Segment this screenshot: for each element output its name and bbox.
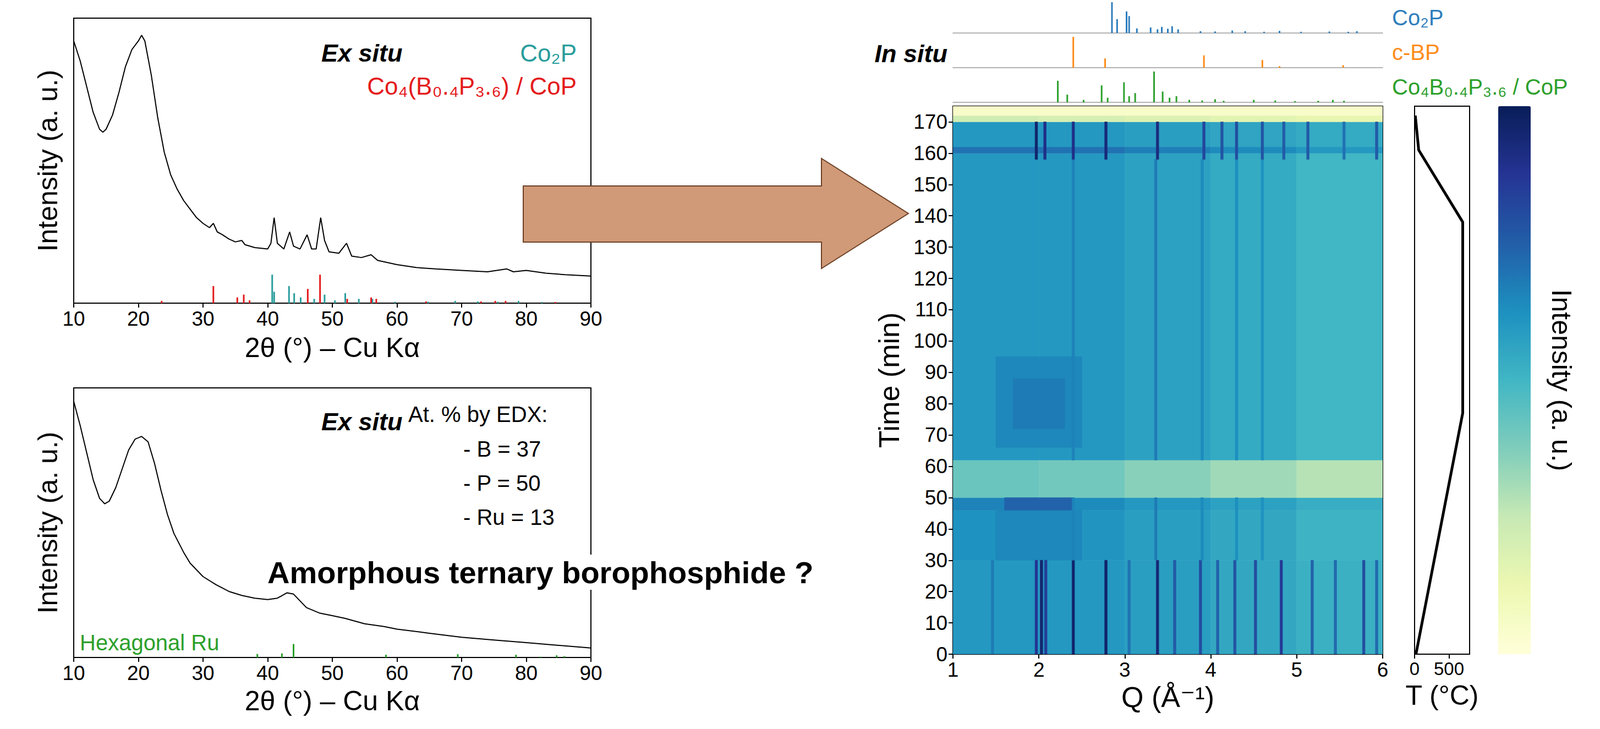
svg-text:80: 80 bbox=[514, 661, 538, 685]
svg-text:160: 160 bbox=[913, 141, 948, 165]
svg-text:Hexagonal Ru: Hexagonal Ru bbox=[79, 630, 220, 655]
svg-text:50: 50 bbox=[924, 486, 948, 509]
svg-text:110: 110 bbox=[914, 298, 948, 321]
svg-text:Intensity (a. u.): Intensity (a. u.) bbox=[32, 431, 64, 615]
svg-text:0: 0 bbox=[1409, 658, 1420, 679]
svg-text:Co₄B₀.₄P₃.₆ / CoP: Co₄B₀.₄P₃.₆ / CoP bbox=[1392, 74, 1569, 100]
svg-text:T (°C): T (°C) bbox=[1405, 680, 1479, 711]
svg-text:2: 2 bbox=[1033, 658, 1045, 682]
svg-text:20: 20 bbox=[127, 307, 150, 331]
svg-text:10: 10 bbox=[62, 661, 85, 685]
svg-text:4: 4 bbox=[1204, 658, 1217, 682]
svg-text:90: 90 bbox=[924, 360, 948, 384]
svg-text:c-BP: c-BP bbox=[1392, 40, 1440, 65]
svg-text:Q (Å⁻¹): Q (Å⁻¹) bbox=[1121, 681, 1215, 714]
svg-text:3: 3 bbox=[1119, 658, 1131, 682]
svg-text:60: 60 bbox=[385, 307, 409, 331]
svg-text:Intensity (a. u.): Intensity (a. u.) bbox=[1546, 289, 1577, 472]
svg-text:20: 20 bbox=[924, 580, 948, 604]
svg-text:Ex situ: Ex situ bbox=[321, 407, 403, 436]
svg-text:At. % by EDX:: At. % by EDX: bbox=[408, 402, 548, 427]
svg-text:80: 80 bbox=[924, 392, 948, 415]
svg-text:- B = 37: - B = 37 bbox=[463, 436, 541, 462]
svg-text:70: 70 bbox=[924, 423, 948, 447]
svg-text:50: 50 bbox=[320, 661, 344, 685]
svg-text:2θ (°) – Cu Kα: 2θ (°) – Cu Kα bbox=[244, 332, 420, 364]
svg-text:10: 10 bbox=[62, 307, 85, 331]
svg-text:40: 40 bbox=[256, 661, 279, 685]
svg-text:Co₂P: Co₂P bbox=[519, 39, 577, 67]
svg-text:Ex situ: Ex situ bbox=[321, 39, 403, 68]
svg-text:90: 90 bbox=[579, 307, 602, 331]
svg-text:Amorphous ternary borophosphid: Amorphous ternary borophosphide ? bbox=[267, 555, 814, 590]
svg-text:2θ (°) – Cu Kα: 2θ (°) – Cu Kα bbox=[244, 685, 420, 717]
svg-text:5: 5 bbox=[1291, 658, 1303, 682]
svg-text:170: 170 bbox=[913, 110, 948, 134]
svg-text:- P = 50: - P = 50 bbox=[463, 470, 541, 496]
svg-text:1: 1 bbox=[947, 658, 960, 682]
svg-text:50: 50 bbox=[320, 307, 344, 331]
svg-text:130: 130 bbox=[913, 236, 948, 259]
svg-text:70: 70 bbox=[450, 661, 473, 685]
svg-text:30: 30 bbox=[924, 549, 948, 572]
svg-text:40: 40 bbox=[924, 517, 948, 541]
svg-text:Time (min): Time (min) bbox=[873, 312, 906, 449]
svg-text:150: 150 bbox=[913, 173, 948, 196]
svg-text:40: 40 bbox=[256, 307, 279, 331]
svg-text:60: 60 bbox=[385, 661, 409, 685]
svg-text:20: 20 bbox=[127, 661, 150, 685]
svg-text:80: 80 bbox=[514, 307, 538, 331]
svg-text:30: 30 bbox=[191, 307, 215, 331]
svg-text:6: 6 bbox=[1377, 658, 1389, 682]
svg-text:100: 100 bbox=[913, 329, 948, 353]
svg-text:500: 500 bbox=[1433, 658, 1465, 679]
svg-text:0: 0 bbox=[935, 643, 948, 666]
svg-text:70: 70 bbox=[450, 307, 473, 331]
svg-text:140: 140 bbox=[913, 204, 948, 228]
svg-text:10: 10 bbox=[924, 611, 948, 635]
svg-text:- Ru = 13: - Ru = 13 bbox=[463, 505, 555, 530]
svg-text:In situ: In situ bbox=[874, 39, 949, 68]
svg-text:120: 120 bbox=[913, 267, 948, 290]
svg-text:Co₄(B₀.₄P₃.₆) / CoP: Co₄(B₀.₄P₃.₆) / CoP bbox=[366, 72, 577, 100]
svg-text:60: 60 bbox=[924, 455, 948, 478]
svg-text:90: 90 bbox=[579, 661, 602, 685]
svg-text:30: 30 bbox=[191, 661, 215, 685]
svg-text:Co₂P: Co₂P bbox=[1392, 5, 1444, 30]
svg-text:Intensity (a. u.): Intensity (a. u.) bbox=[32, 69, 64, 252]
